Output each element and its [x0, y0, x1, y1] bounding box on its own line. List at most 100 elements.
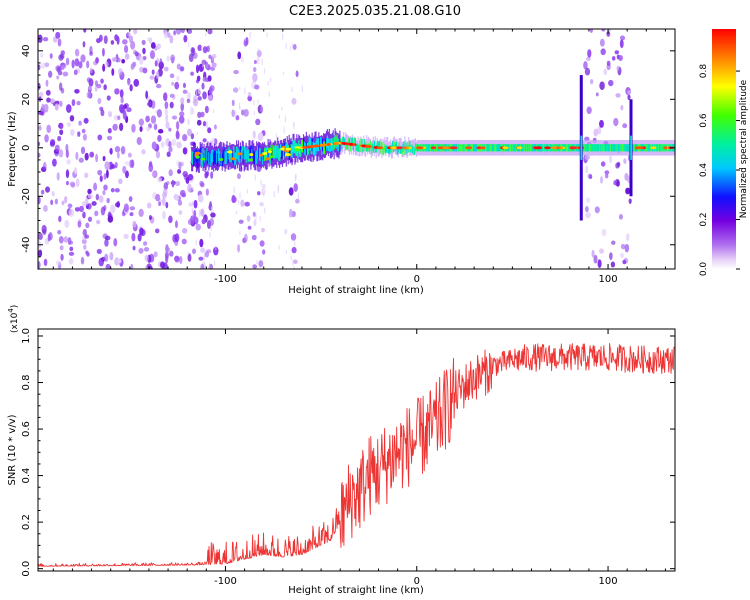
noise-blob: [198, 256, 204, 261]
noise-streak: [264, 207, 266, 214]
carrier-core: [475, 144, 477, 152]
noise-streak: [205, 32, 207, 37]
noise-blob: [193, 199, 198, 209]
noise-blob: [118, 122, 124, 132]
carrier-halo: [387, 137, 389, 153]
carrier-core: [272, 144, 274, 158]
noise-blob: [151, 69, 155, 75]
carrier-core: [542, 144, 544, 152]
noise-blob: [54, 103, 59, 111]
noise-blob: [121, 58, 126, 64]
carrier-core: [649, 144, 651, 152]
noise-blob: [57, 230, 62, 235]
carrier-core: [351, 137, 354, 145]
noise-blob: [87, 216, 93, 222]
noise-blob: [231, 109, 236, 117]
noise-blob: [155, 193, 161, 202]
carrier-hotspot: [502, 146, 509, 150]
noise-blob: [131, 159, 135, 168]
carrier-core: [603, 144, 605, 152]
carrier-core: [607, 144, 609, 152]
noise-blob: [148, 215, 152, 221]
noise-blob: [186, 98, 191, 103]
carrier-core: [510, 144, 512, 152]
noise-blob: [88, 85, 91, 91]
noise-blob: [293, 183, 298, 192]
noise-blob: [127, 31, 131, 37]
noise-blob: [611, 56, 616, 61]
carrier-core: [352, 143, 354, 151]
carrier-core: [252, 145, 254, 159]
carrier-core: [383, 146, 385, 155]
noise-blob: [80, 54, 86, 63]
noise-blob: [237, 244, 241, 253]
carrier-core: [593, 144, 596, 152]
noise-streak: [249, 33, 251, 40]
noise-streak: [187, 251, 189, 256]
noise-blob: [56, 75, 60, 80]
noise-blob: [120, 146, 126, 155]
noise-blob: [68, 208, 75, 218]
carrier-core: [237, 149, 240, 162]
noise-blob: [191, 248, 197, 255]
carrier-core: [528, 144, 530, 152]
carrier-hotspot: [194, 151, 201, 155]
carrier-halo: [381, 142, 383, 158]
carrier-core: [278, 148, 280, 161]
carrier-core: [645, 144, 647, 152]
noise-blob: [179, 255, 183, 264]
noise-blob: [176, 121, 180, 130]
snr-ticks: -100 0 100 0.0 0.2 0.4 0.6 0.8 1.0: [21, 328, 675, 587]
noise-blob: [94, 80, 99, 87]
carrier-hotspot: [302, 146, 308, 149]
carrier-core: [587, 144, 590, 152]
carrier-core: [384, 144, 386, 152]
colorbar-tick-label: 0.2: [699, 212, 709, 226]
noise-blob: [257, 104, 263, 114]
noise-blob: [169, 250, 174, 257]
noise-blob: [255, 118, 261, 126]
carrier-core: [350, 137, 353, 145]
carrier-halo: [403, 141, 405, 157]
noise-blob: [615, 162, 620, 169]
carrier-core: [587, 144, 589, 152]
noise-blob: [201, 59, 207, 65]
carrier-core: [588, 144, 591, 152]
noise-blob: [156, 43, 161, 50]
carrier-core: [488, 144, 490, 152]
noise-blob: [112, 123, 118, 131]
noise-blob: [165, 254, 169, 264]
noise-blob: [254, 84, 260, 90]
noise-blob: [43, 161, 47, 171]
noise-blob: [606, 63, 611, 71]
carrier-core: [600, 144, 602, 152]
noise-streak: [263, 191, 265, 197]
carrier-core: [522, 144, 525, 152]
carrier-core: [366, 144, 368, 152]
carrier-core: [586, 144, 588, 152]
spectrogram-x-axis-label: Height of straight line (km): [288, 285, 424, 296]
carrier-halo: [345, 134, 348, 150]
noise-streak: [213, 260, 216, 266]
noise-blob: [204, 171, 209, 179]
carrier-core: [359, 138, 361, 146]
noise-blob: [77, 131, 81, 137]
noise-blob: [39, 52, 44, 58]
noise-blob: [149, 75, 155, 80]
noise-blob: [295, 198, 300, 204]
carrier-hotspot: [249, 153, 254, 157]
carrier-halo: [382, 138, 384, 155]
carrier-core: [241, 146, 244, 159]
carrier-core: [216, 153, 219, 166]
carrier-core: [364, 139, 366, 147]
carrier-core: [527, 144, 530, 152]
carrier-core: [632, 144, 635, 152]
carrier-core: [396, 147, 398, 155]
carrier-core: [601, 144, 603, 152]
carrier-core: [393, 141, 396, 150]
noise-blob: [626, 233, 630, 242]
noise-streak: [284, 115, 286, 123]
carrier-hotspot: [535, 146, 543, 150]
noise-blob: [168, 215, 173, 224]
noise-blob: [109, 148, 113, 155]
